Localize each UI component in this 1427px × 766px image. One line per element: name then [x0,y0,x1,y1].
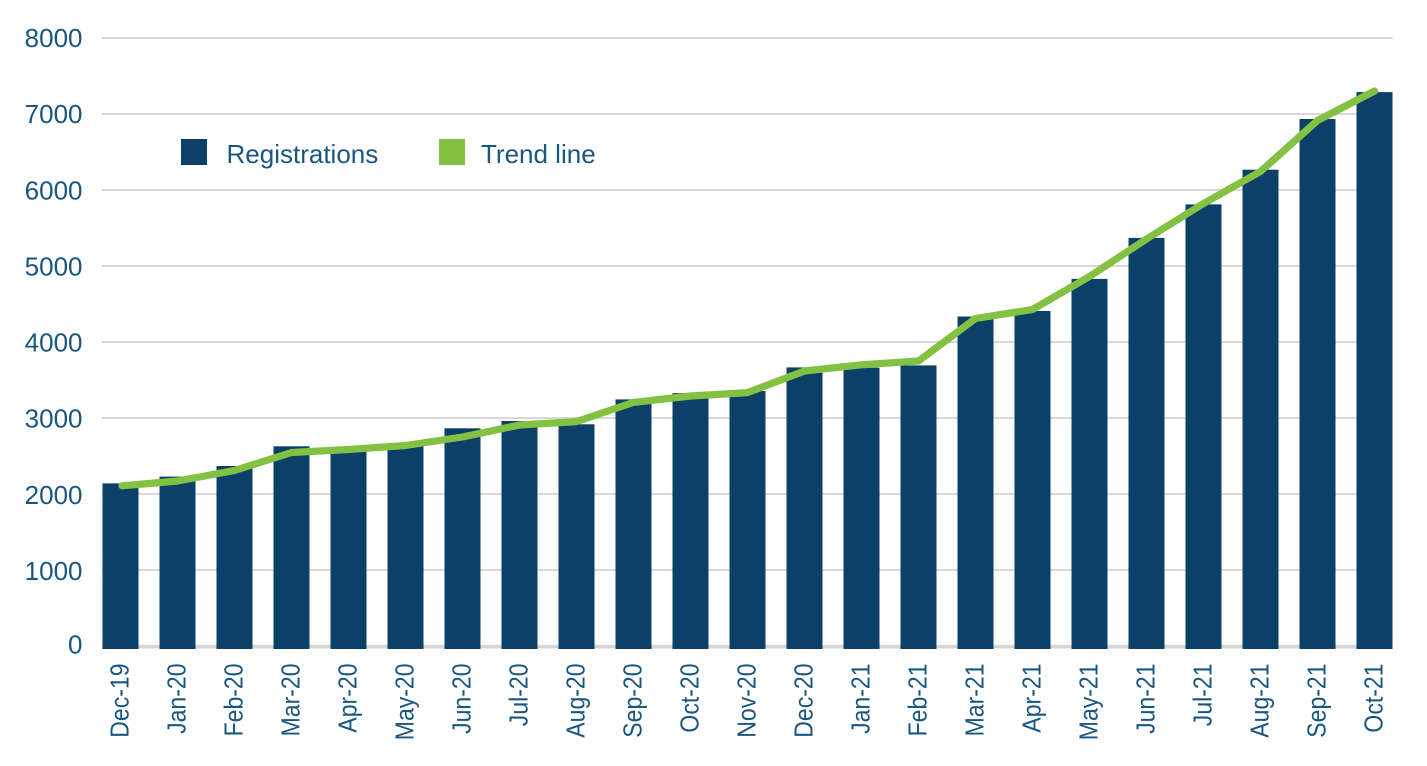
svg-text:Dec-19: Dec-19 [105,664,135,738]
svg-text:5000: 5000 [25,251,83,281]
svg-text:Mar-20: Mar-20 [276,664,306,737]
svg-text:Aug-20: Aug-20 [561,664,591,738]
svg-text:8000: 8000 [25,23,83,53]
svg-text:Oct-21: Oct-21 [1359,664,1389,733]
svg-text:Mar-21: Mar-21 [960,664,990,737]
svg-text:4000: 4000 [25,328,83,358]
svg-text:Oct-20: Oct-20 [675,664,705,733]
svg-text:Feb-20: Feb-20 [219,664,249,737]
svg-text:2000: 2000 [25,480,83,510]
svg-text:Jun-20: Jun-20 [447,664,477,734]
svg-text:Dec-20: Dec-20 [789,664,819,738]
svg-text:Jun-21: Jun-21 [1131,664,1161,734]
svg-text:6000: 6000 [25,175,83,205]
svg-text:Apr-20: Apr-20 [333,664,363,733]
svg-text:May-21: May-21 [1074,664,1104,741]
svg-text:Feb-21: Feb-21 [903,664,933,737]
svg-text:Aug-21: Aug-21 [1245,664,1275,738]
svg-text:Sep-21: Sep-21 [1302,664,1332,738]
svg-text:Registrations: Registrations [227,139,379,169]
svg-text:Apr-21: Apr-21 [1017,664,1047,733]
svg-text:May-20: May-20 [390,664,420,741]
svg-text:Nov-20: Nov-20 [732,664,762,738]
svg-text:Jul-21: Jul-21 [1188,664,1218,727]
svg-text:Jul-20: Jul-20 [504,664,534,727]
svg-text:Trend line: Trend line [481,139,596,169]
svg-text:3000: 3000 [25,404,83,434]
svg-text:Sep-20: Sep-20 [618,664,648,738]
svg-text:7000: 7000 [25,99,83,129]
svg-text:0: 0 [68,630,82,660]
svg-text:Jan-20: Jan-20 [162,664,192,734]
svg-text:Jan-21: Jan-21 [846,664,876,734]
svg-text:1000: 1000 [25,556,83,586]
